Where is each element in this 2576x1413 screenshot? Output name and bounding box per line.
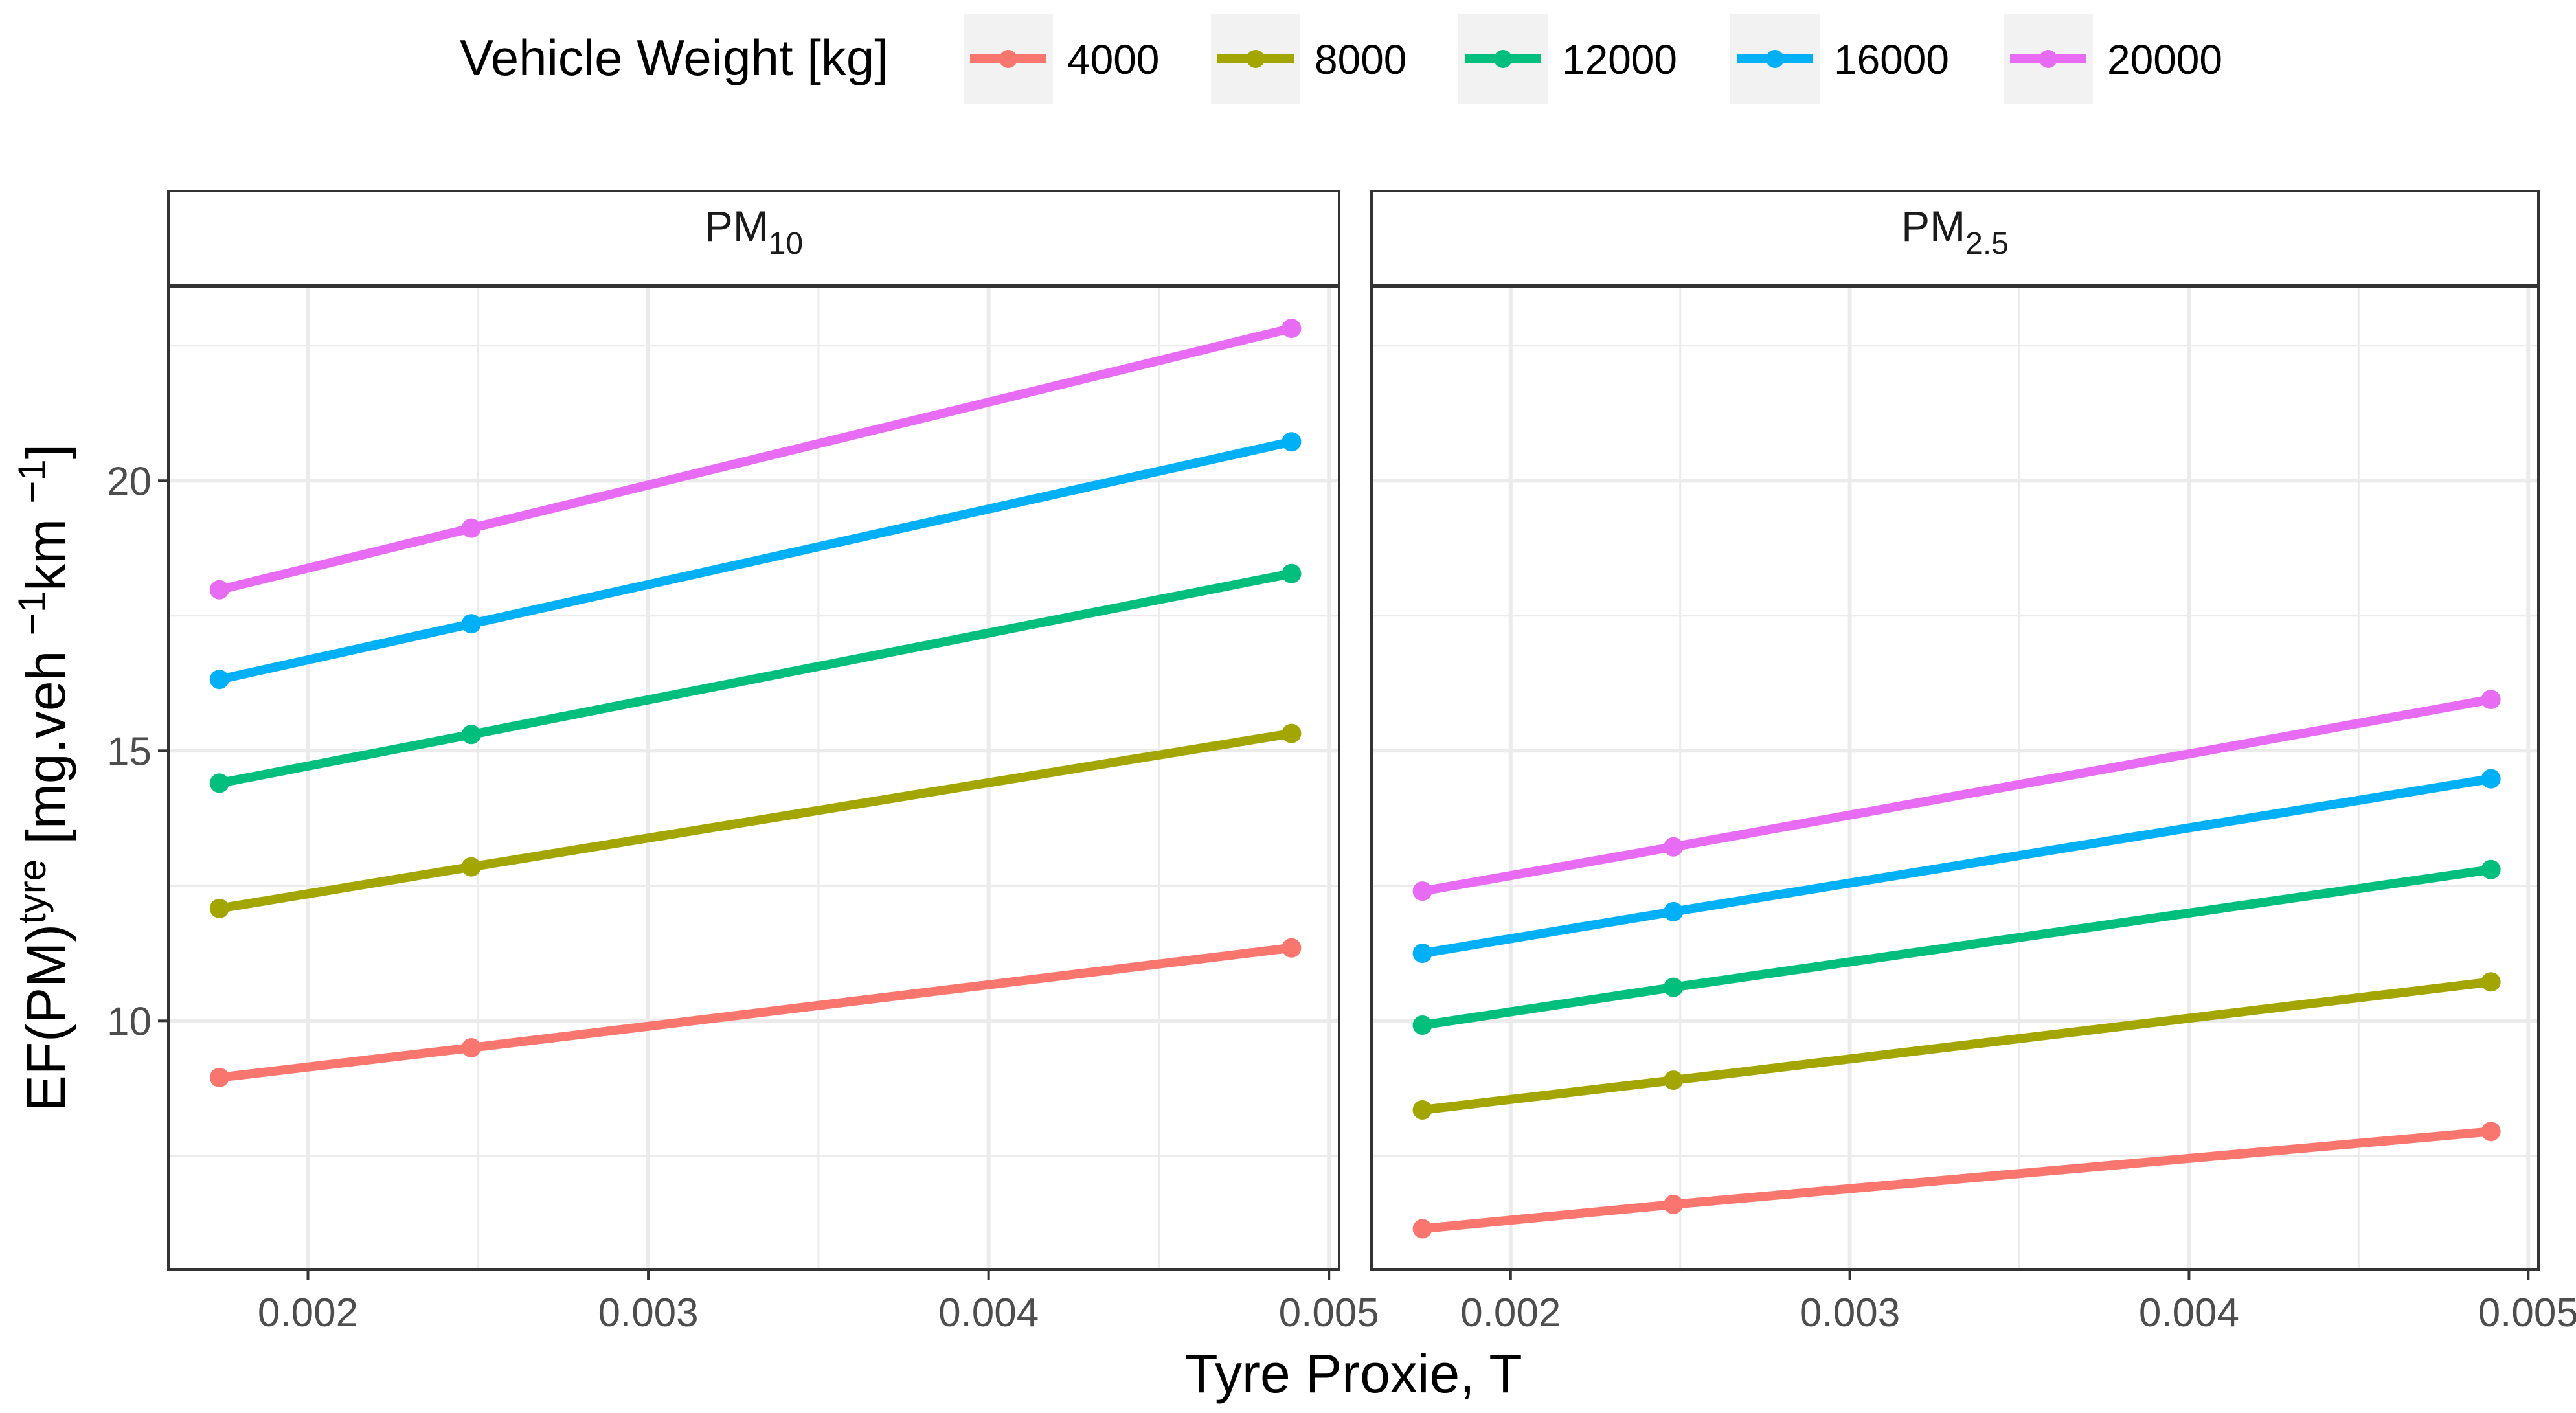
x-tick-label: 0.005 xyxy=(2478,1291,2576,1335)
x-tick-label: 0.002 xyxy=(1460,1291,1561,1335)
x-tick-label: 0.004 xyxy=(938,1291,1039,1335)
data-point-8000 xyxy=(1412,1100,1432,1120)
legend-key-point xyxy=(2039,50,2057,68)
legend-label: 4000 xyxy=(1067,36,1159,83)
data-point-12000 xyxy=(461,725,481,745)
legend-item-16000: 16000 xyxy=(1730,14,1949,104)
series-20000 xyxy=(209,319,1302,600)
legend-item-20000: 20000 xyxy=(2004,14,2222,104)
x-tick-label: 0.003 xyxy=(598,1291,698,1335)
legend-item-12000: 12000 xyxy=(1458,14,1677,104)
data-point-8000 xyxy=(1664,1070,1684,1091)
data-point-20000 xyxy=(2481,690,2501,710)
series-12000 xyxy=(209,563,1302,793)
strip-background xyxy=(1370,190,2540,286)
data-point-12000 xyxy=(1412,1015,1432,1035)
data-point-4000 xyxy=(461,1038,481,1058)
legend-item-4000: 4000 xyxy=(964,14,1159,104)
x-axis-title: Tyre Proxie, T xyxy=(1184,1343,1522,1404)
series-16000 xyxy=(209,432,1302,690)
x-tick-label: 0.002 xyxy=(258,1291,358,1335)
legend-key-point xyxy=(1247,50,1265,68)
legend-title: Vehicle Weight [kg] xyxy=(460,29,888,86)
legend-label: 12000 xyxy=(1562,36,1677,83)
legend-item-8000: 8000 xyxy=(1211,14,1407,104)
data-point-16000 xyxy=(1412,944,1432,964)
data-point-8000 xyxy=(461,857,481,877)
legend-label: 20000 xyxy=(2107,36,2222,83)
x-tick-label: 0.004 xyxy=(2139,1291,2239,1335)
data-point-4000 xyxy=(2481,1122,2501,1142)
panel-background xyxy=(168,286,1339,1269)
legend-key-point xyxy=(1494,50,1512,68)
legend: Vehicle Weight [kg] 4000 8000 12000 16000 200… xyxy=(460,14,2222,104)
data-point-16000 xyxy=(461,614,481,634)
data-point-12000 xyxy=(1664,977,1684,997)
panel-background xyxy=(1372,286,2538,1269)
data-point-8000 xyxy=(209,898,229,918)
series-8000 xyxy=(1412,972,2501,1120)
data-point-20000 xyxy=(1664,837,1684,857)
strip-background xyxy=(167,190,1340,286)
series-4000 xyxy=(209,938,1302,1087)
data-point-20000 xyxy=(461,518,481,538)
y-axis-title: EF(PM)tyre [mg.veh −1km −1] xyxy=(10,444,76,1111)
data-point-12000 xyxy=(1282,563,1302,583)
panel-2: PM2.5 0.002 0.003 0.004 0.005 xyxy=(1370,190,2576,1335)
data-point-4000 xyxy=(1412,1219,1432,1239)
strip-label: PM10 xyxy=(705,202,803,261)
series-16000 xyxy=(1412,769,2501,964)
strip-label: PM2.5 xyxy=(1901,202,2009,261)
series-8000 xyxy=(209,723,1302,918)
data-point-4000 xyxy=(209,1067,229,1087)
data-point-12000 xyxy=(2481,859,2501,879)
series-4000 xyxy=(1412,1122,2501,1239)
data-point-20000 xyxy=(209,580,229,600)
data-point-12000 xyxy=(209,773,229,793)
data-point-20000 xyxy=(1282,319,1302,339)
y-tick-label: 15 xyxy=(107,729,152,774)
data-point-16000 xyxy=(2481,769,2501,789)
series-12000 xyxy=(1412,859,2501,1035)
legend-label: 8000 xyxy=(1315,36,1407,83)
data-point-16000 xyxy=(1282,432,1302,452)
panels: PM10 0.002 0.003 0.004 0.005 10 15 20 PM2.5 0.002… xyxy=(107,190,2576,1335)
data-point-8000 xyxy=(1282,723,1302,743)
axis-titles: Tyre Proxie, T EF(PM)tyre [mg.veh −1km −… xyxy=(10,444,1522,1404)
y-tick-label: 20 xyxy=(107,459,152,504)
data-point-4000 xyxy=(1282,938,1302,958)
series-20000 xyxy=(1412,690,2501,901)
data-point-8000 xyxy=(2481,972,2501,992)
data-point-16000 xyxy=(209,670,229,690)
legend-label: 16000 xyxy=(1834,36,1949,83)
data-point-16000 xyxy=(1664,901,1684,921)
x-tick-label: 0.003 xyxy=(1800,1291,1900,1335)
data-point-20000 xyxy=(1412,881,1432,901)
panel-1: PM10 0.002 0.003 0.004 0.005 10 15 20 xyxy=(107,190,1379,1335)
legend-key-point xyxy=(1766,50,1784,68)
x-tick-label: 0.005 xyxy=(1279,1291,1379,1335)
y-tick-label: 10 xyxy=(107,999,152,1044)
legend-key-point xyxy=(999,50,1017,68)
data-point-4000 xyxy=(1664,1194,1684,1214)
